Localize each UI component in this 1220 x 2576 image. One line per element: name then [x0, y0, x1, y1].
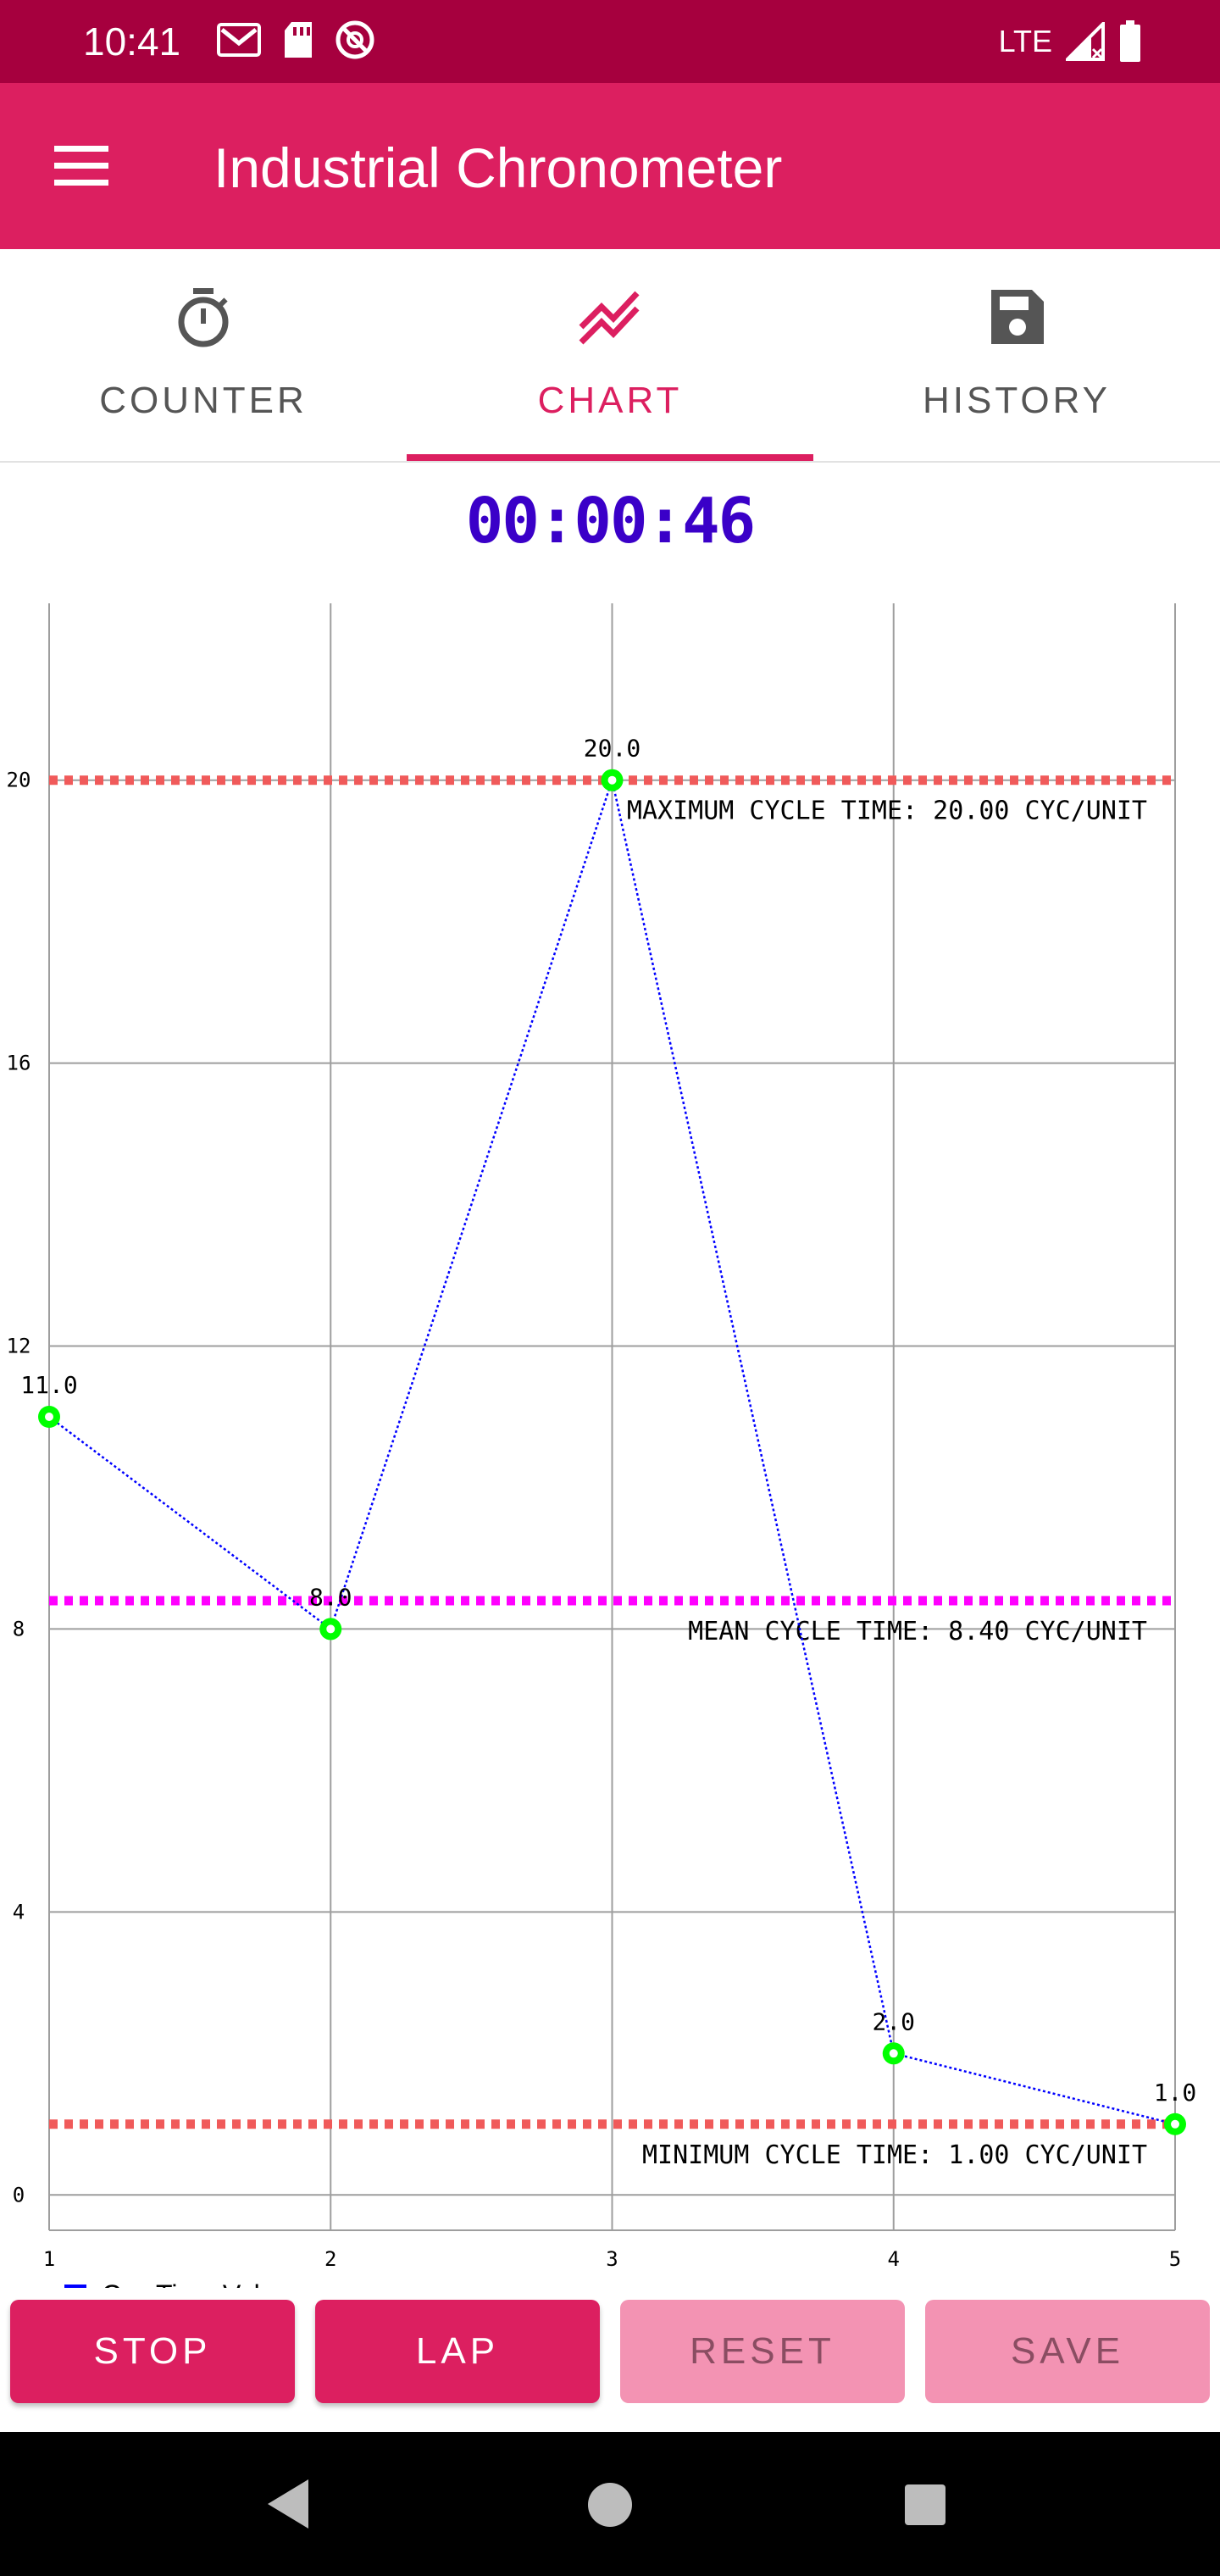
x-tick-label: 4 [888, 2247, 900, 2271]
tab-bar: COUNTER CHART HISTORY [0, 249, 1220, 463]
y-tick-label: 16 [7, 1052, 31, 1075]
reference-label-min: MINIMUM CYCLE TIME: 1.00 CYC/UNIT [642, 2140, 1147, 2170]
home-icon[interactable] [586, 2481, 634, 2529]
reference-label-mean: MEAN CYCLE TIME: 8.40 CYC/UNIT [688, 1617, 1147, 1646]
status-bar: 10:41 LTE [0, 0, 1220, 83]
navigation-bar [0, 2432, 1220, 2576]
signal-icon [1066, 22, 1105, 61]
status-time: 10:41 [83, 19, 181, 64]
y-tick-label: 4 [13, 1900, 25, 1924]
data-label: 8.0 [309, 1583, 352, 1611]
tab-chart[interactable]: CHART [407, 249, 813, 461]
tab-history-label: HISTORY [923, 380, 1111, 421]
data-label: 2.0 [872, 2007, 915, 2035]
data-label: 20.0 [584, 735, 640, 763]
data-point-center [889, 2049, 898, 2058]
stopwatch-icon [178, 288, 229, 347]
legend-swatch [64, 2285, 86, 2288]
lap-button[interactable]: LAP [315, 2300, 600, 2403]
reference-label-max: MAXIMUM CYCLE TIME: 20.00 CYC/UNIT [627, 797, 1147, 826]
gmail-icon [217, 23, 261, 57]
data-point-center [326, 1624, 336, 1634]
x-tick-label: 1 [43, 2247, 55, 2271]
app-bar: Industrial Chronometer [0, 83, 1220, 249]
tab-history[interactable]: HISTORY [813, 249, 1220, 461]
tab-counter-label: COUNTER [99, 380, 308, 421]
system-icons: LTE [999, 19, 1142, 64]
data-point-center [45, 1413, 53, 1421]
sync-icon [336, 20, 374, 59]
elapsed-timer: 00:00:46 [465, 485, 756, 558]
tab-chart-label: CHART [537, 380, 683, 421]
active-tab-indicator [407, 454, 813, 461]
y-tick-label: 0 [13, 2183, 25, 2207]
tab-counter[interactable]: COUNTER [0, 249, 407, 461]
back-icon[interactable] [263, 2476, 313, 2532]
recents-icon[interactable] [903, 2483, 947, 2527]
menu-icon[interactable] [51, 139, 119, 193]
network-type: LTE [998, 24, 1052, 58]
control-buttons: STOP LAP RESET SAVE [0, 2293, 1220, 2403]
x-tick-label: 3 [606, 2247, 618, 2271]
trend-chart-icon [579, 291, 640, 345]
save-icon [991, 290, 1044, 344]
x-tick-label: 2 [324, 2247, 336, 2271]
legend-label: Cyc.Time Value [102, 2279, 290, 2288]
save-button[interactable]: SAVE [925, 2300, 1210, 2403]
data-point-center [607, 775, 617, 785]
y-tick-label: 12 [7, 1335, 31, 1358]
data-point-center [1171, 2119, 1179, 2129]
x-tick-label: 5 [1169, 2247, 1181, 2271]
app-title: Industrial Chronometer [214, 136, 783, 199]
y-tick-label: 8 [13, 1617, 25, 1641]
data-label: 11.0 [20, 1371, 77, 1399]
reset-button[interactable]: RESET [620, 2300, 905, 2403]
y-tick-label: 20 [7, 769, 31, 792]
battery-icon [1120, 20, 1140, 62]
stop-button[interactable]: STOP [10, 2300, 295, 2403]
data-label: 1.0 [1154, 2079, 1197, 2107]
sd-card-icon [285, 22, 312, 58]
notification-icons [215, 19, 376, 61]
